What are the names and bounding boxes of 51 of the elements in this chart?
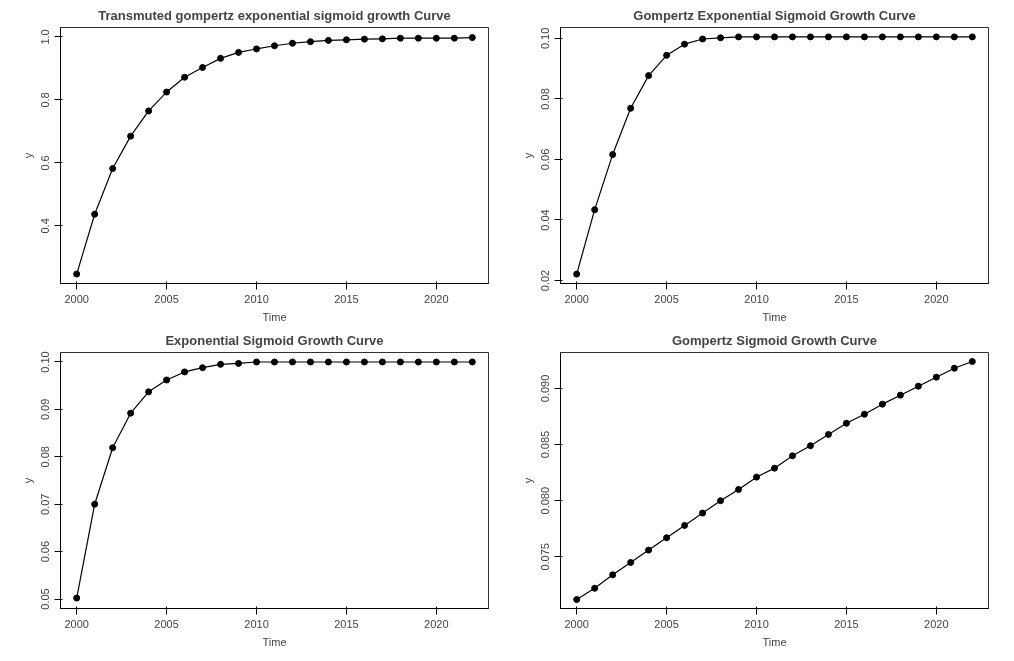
y-axis-title: y [21, 477, 34, 484]
x-tick-label: 2015 [834, 292, 859, 305]
x-tick-label: 2020 [924, 292, 949, 305]
chart-title: Exponential Sigmoid Growth Curve [165, 332, 384, 348]
x-tick-label: 2020 [424, 617, 449, 630]
x-axis-title: Time [762, 635, 787, 648]
y-tick-label: 0.075 [539, 543, 552, 571]
x-tick-label: 2005 [654, 292, 679, 305]
x-tick-label: 2000 [64, 292, 89, 305]
x-axis-title: Time [262, 635, 287, 648]
x-tick-label: 2015 [834, 617, 859, 630]
y-tick-label: 0.08 [39, 446, 52, 468]
y-axis-title: y [521, 152, 534, 159]
x-axis-title: Time [262, 310, 287, 323]
x-tick-label: 2005 [154, 292, 179, 305]
x-tick-label: 2020 [924, 617, 949, 630]
y-tick-label: 0.080 [539, 486, 552, 515]
x-axis-title: Time [762, 310, 787, 323]
y-tick-label: 0.6 [39, 155, 52, 171]
y-tick-label: 0.09 [39, 398, 52, 421]
y-tick-label: 0.10 [539, 27, 552, 50]
y-tick-label: 0.02 [539, 269, 552, 292]
y-tick-label: 0.06 [539, 148, 552, 171]
x-tick-label: 2010 [744, 292, 769, 305]
y-tick-label: 0.06 [39, 540, 52, 563]
x-tick-label: 2015 [334, 292, 359, 305]
y-tick-label: 0.04 [539, 209, 552, 231]
x-tick-label: 2005 [154, 617, 179, 630]
y-tick-label: 0.07 [39, 493, 52, 515]
chart-title: Gompertz Sigmoid Growth Curve [671, 332, 878, 348]
x-tick-label: 2000 [564, 617, 589, 630]
x-tick-label: 2005 [654, 617, 679, 630]
y-tick-label: 0.05 [39, 588, 52, 610]
x-tick-label: 2015 [334, 617, 359, 630]
y-tick-label: 1.0 [39, 29, 52, 45]
y-tick-label: 0.08 [539, 88, 552, 110]
x-tick-label: 2020 [424, 292, 449, 305]
x-tick-label: 2000 [564, 292, 589, 305]
x-tick-label: 2000 [64, 617, 89, 630]
x-tick-label: 2010 [244, 617, 269, 630]
x-tick-label: 2010 [744, 617, 769, 630]
y-tick-label: 0.10 [39, 351, 52, 373]
x-tick-label: 2010 [244, 292, 269, 305]
y-tick-label: 0.085 [539, 430, 552, 459]
y-tick-label: 0.090 [539, 374, 552, 403]
y-axis-title: y [21, 152, 34, 159]
y-axis-title: y [521, 477, 534, 484]
chart-title: Transmuted gompertz exponential sigmoid growth Curve [98, 7, 451, 23]
chart-title: Gompertz Exponential Sigmoid Growth Curve [633, 7, 916, 23]
y-tick-label: 0.8 [39, 92, 52, 108]
y-tick-label: 0.4 [39, 218, 52, 234]
